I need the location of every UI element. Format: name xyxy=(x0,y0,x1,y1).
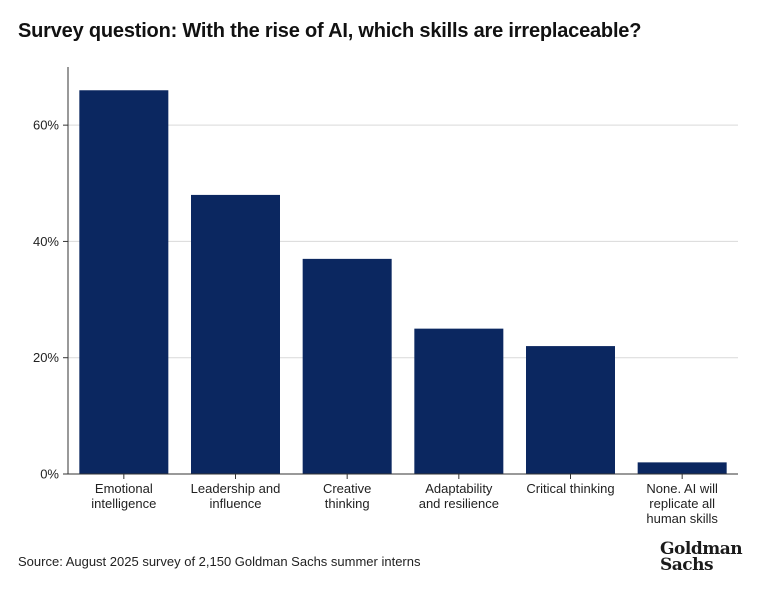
x-tick-label: Critical thinking xyxy=(526,481,614,496)
bar xyxy=(79,90,169,474)
gridlines xyxy=(68,124,738,359)
logo-line-1: Goldman xyxy=(660,539,743,559)
bar xyxy=(191,194,280,474)
axes xyxy=(63,67,738,479)
chart-title: Survey question: With the rise of AI, wh… xyxy=(18,20,642,42)
y-tick-label: 40% xyxy=(33,234,59,249)
bar xyxy=(637,462,727,474)
bar-chart: 0% 20% 40% 60% Emotional intelligence Leadersh… xyxy=(33,67,738,526)
source-note: Source: August 2025 survey of 2,150 Gold… xyxy=(18,554,421,569)
x-tick-label: Leadership and influence xyxy=(191,481,281,511)
y-tick-label: 60% xyxy=(33,118,59,133)
y-tick-label: 0% xyxy=(40,467,59,482)
logo-line-2: Sachs xyxy=(660,555,714,575)
bars xyxy=(79,90,727,474)
bar xyxy=(302,258,392,474)
x-tick-label: Adaptability and resilience xyxy=(419,481,499,511)
y-tick-label: 20% xyxy=(33,350,59,365)
x-tick-label: None. AI will replicate all human skills xyxy=(646,481,718,526)
bar xyxy=(414,328,504,474)
x-tick-label: Creative thinking xyxy=(323,481,371,511)
x-tick-label: Emotional intelligence xyxy=(91,481,156,511)
axis-labels: 0% 20% 40% 60% Emotional intelligence Leadersh… xyxy=(33,118,718,526)
goldman-sachs-logo: Goldman Sachs xyxy=(660,539,750,575)
bar xyxy=(526,346,615,474)
